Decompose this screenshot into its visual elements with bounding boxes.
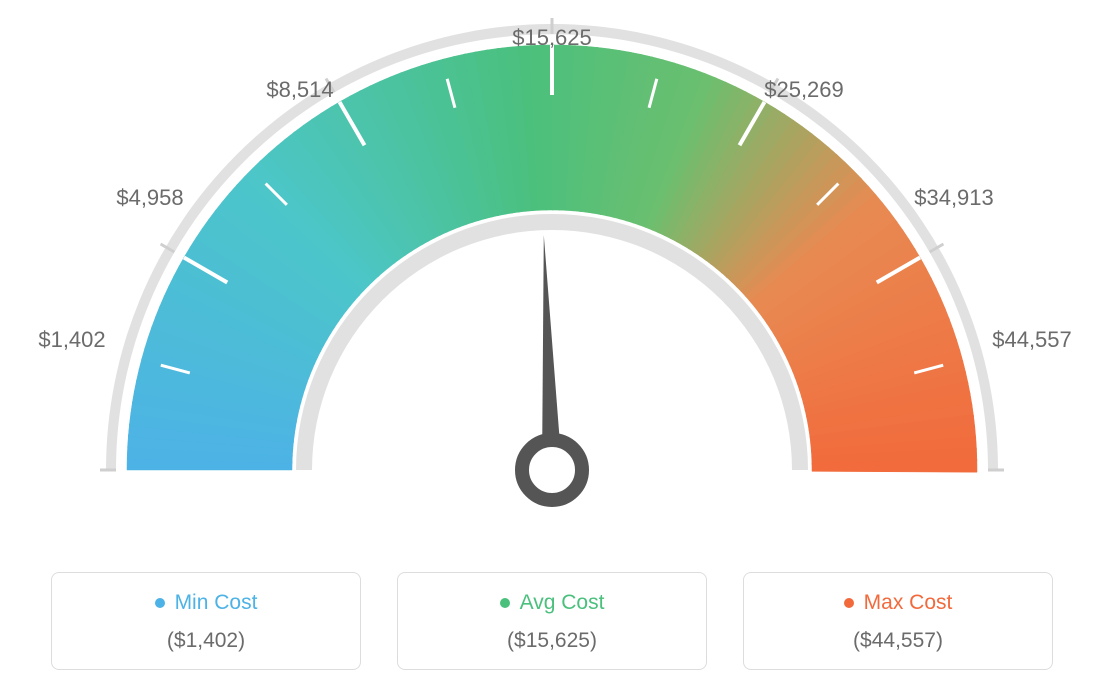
gauge-tick-label: $4,958 [116,185,183,211]
legend-dot-avg [500,598,510,608]
gauge-tick-label: $1,402 [38,327,105,353]
legend-value-min: ($1,402) [52,629,360,653]
gauge-chart: $1,402 $4,958 $8,514 $15,625 $25,269 $34,913 $… [0,0,1104,560]
legend-value-max: ($44,557) [744,629,1052,653]
legend-card-max: Max Cost ($44,557) [743,572,1053,670]
legend-card-avg: Avg Cost ($15,625) [397,572,707,670]
gauge-tick-label: $15,625 [512,25,592,51]
legend-title-min: Min Cost [175,591,258,615]
gauge-svg [0,0,1104,560]
legend-row: Min Cost ($1,402) Avg Cost ($15,625) Max… [0,572,1104,670]
gauge-tick-label: $34,913 [914,185,994,211]
gauge-tick-label: $8,514 [266,77,333,103]
legend-title-max: Max Cost [864,591,953,615]
legend-title-avg: Avg Cost [520,591,605,615]
legend-dot-max [844,598,854,608]
legend-card-min: Min Cost ($1,402) [51,572,361,670]
legend-value-avg: ($15,625) [398,629,706,653]
gauge-tick-label: $44,557 [992,327,1072,353]
legend-dot-min [155,598,165,608]
gauge-tick-label: $25,269 [764,77,844,103]
